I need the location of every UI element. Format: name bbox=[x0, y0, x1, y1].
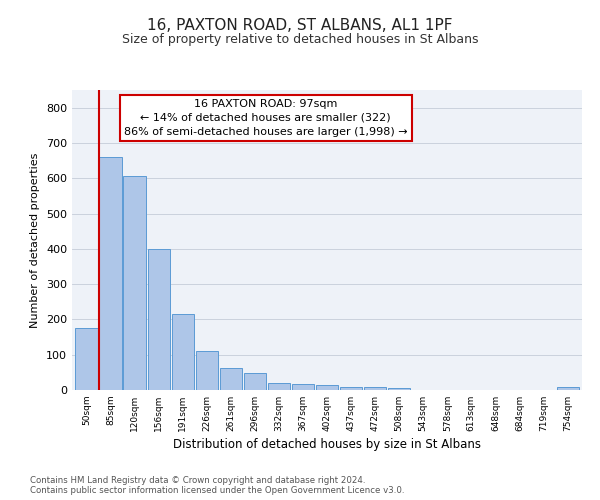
Bar bbox=[172, 314, 194, 390]
Bar bbox=[268, 383, 290, 390]
Bar bbox=[100, 157, 122, 390]
Bar bbox=[124, 176, 146, 390]
Text: Size of property relative to detached houses in St Albans: Size of property relative to detached ho… bbox=[122, 32, 478, 46]
Text: Contains HM Land Registry data © Crown copyright and database right 2024.
Contai: Contains HM Land Registry data © Crown c… bbox=[30, 476, 404, 495]
X-axis label: Distribution of detached houses by size in St Albans: Distribution of detached houses by size … bbox=[173, 438, 481, 451]
Bar bbox=[148, 249, 170, 390]
Bar bbox=[76, 328, 98, 390]
Bar bbox=[196, 351, 218, 390]
Text: 16 PAXTON ROAD: 97sqm
← 14% of detached houses are smaller (322)
86% of semi-det: 16 PAXTON ROAD: 97sqm ← 14% of detached … bbox=[124, 99, 407, 137]
Bar bbox=[557, 387, 578, 390]
Bar bbox=[220, 368, 242, 390]
Text: 16, PAXTON ROAD, ST ALBANS, AL1 1PF: 16, PAXTON ROAD, ST ALBANS, AL1 1PF bbox=[147, 18, 453, 32]
Bar bbox=[364, 387, 386, 390]
Bar bbox=[244, 374, 266, 390]
Bar bbox=[316, 384, 338, 390]
Bar bbox=[388, 388, 410, 390]
Bar bbox=[340, 387, 362, 390]
Bar bbox=[292, 384, 314, 390]
Y-axis label: Number of detached properties: Number of detached properties bbox=[31, 152, 40, 328]
